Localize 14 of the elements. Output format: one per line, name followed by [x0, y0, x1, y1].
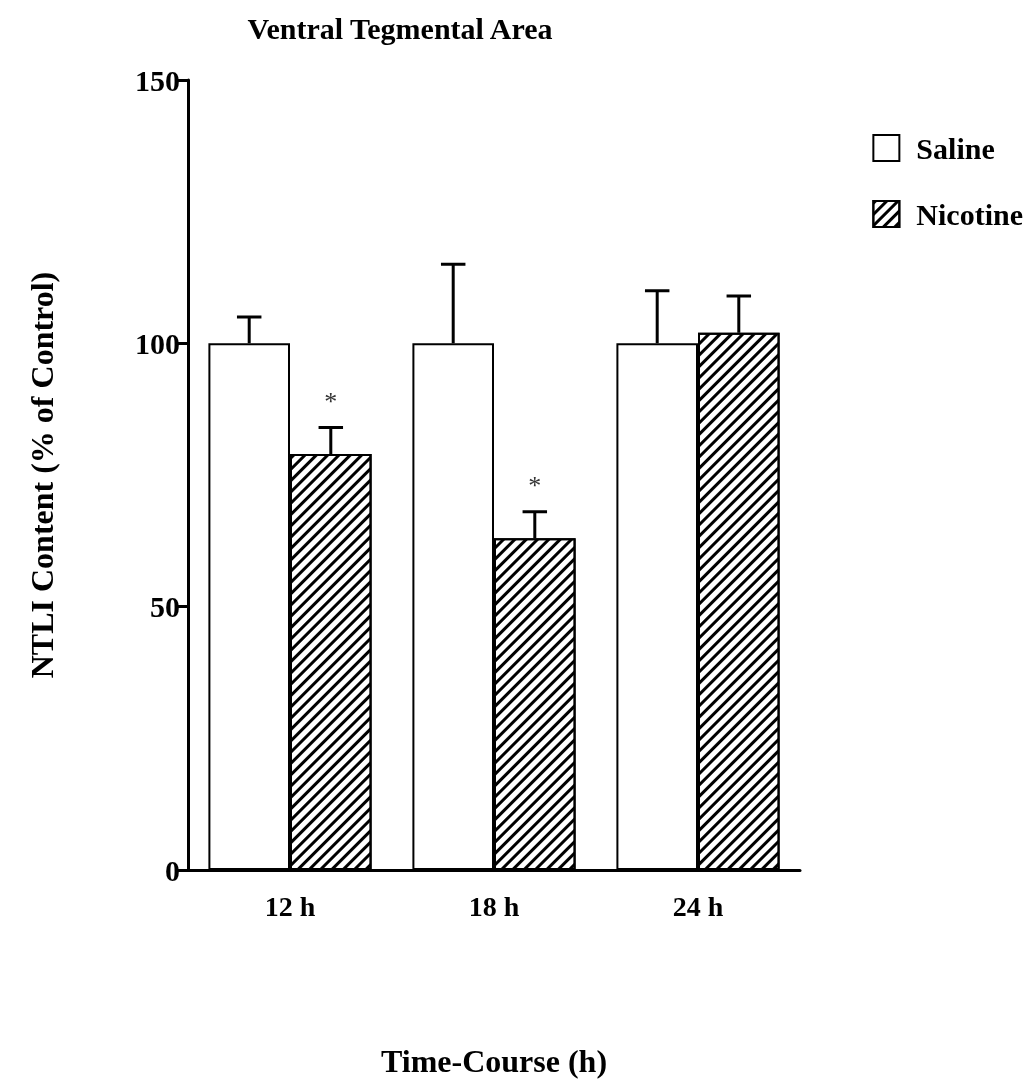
y-tick-label: 50 — [150, 590, 180, 624]
y-tick-label: 0 — [165, 853, 180, 887]
y-axis-title: NTLI Content (% of Control) — [24, 271, 60, 679]
x-tick-label: 12 h — [264, 890, 316, 922]
y-tick-label: 100 — [135, 326, 180, 360]
chart-title: Ventral Tegmental Area — [247, 11, 553, 45]
annotation: * — [324, 386, 338, 416]
x-tick-label: 24 h — [672, 890, 724, 922]
legend-label: Nicotine — [916, 197, 1023, 231]
y-tick-label: 150 — [135, 63, 180, 97]
legend-label: Saline — [916, 131, 995, 165]
x-axis-title: Time-Course (h) — [380, 1043, 608, 1079]
x-tick-label: 18 h — [468, 890, 520, 922]
annotation: * — [528, 471, 542, 501]
